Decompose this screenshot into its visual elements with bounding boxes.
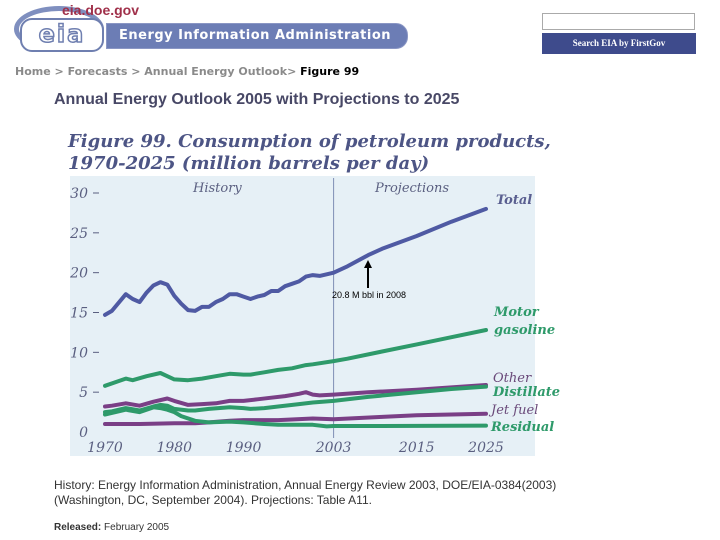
region-history: History — [192, 181, 242, 196]
x-tick-label: 1980 — [156, 440, 192, 456]
label-gasoline: gasoline — [494, 323, 555, 338]
breadcrumb-forecasts[interactable]: Forecasts — [67, 65, 128, 78]
released-label: Released: — [54, 522, 102, 533]
breadcrumb: Home > Forecasts > Annual Energy Outlook… — [15, 65, 360, 78]
x-tick-label: 1970 — [87, 440, 123, 456]
search-button[interactable]: Search EIA by FirstGov — [542, 33, 696, 54]
label-residual: Residual — [490, 420, 554, 435]
site-domain[interactable]: eia.doe.gov — [62, 2, 140, 18]
x-tick-label: 2015 — [398, 440, 435, 456]
y-tick-label: 10 — [70, 345, 88, 361]
annotation-text: 20.8 M bbl in 2008 — [332, 290, 406, 300]
series-line-total — [103, 206, 488, 317]
series-line-motor-gasoline — [103, 328, 488, 388]
figure-title-line2: 1970-2025 (million barrels per day) — [68, 153, 430, 174]
breadcrumb-current: Figure 99 — [300, 65, 360, 78]
search-input[interactable] — [542, 13, 695, 30]
x-tick-label: 1990 — [226, 440, 262, 456]
y-tick-label: 0 — [79, 425, 88, 441]
breadcrumb-aeo[interactable]: Annual Energy Outlook — [144, 65, 288, 78]
agency-name: Energy Information Administration — [119, 28, 392, 43]
y-tick-label: 30 — [70, 186, 88, 202]
series-line-other — [103, 383, 488, 409]
released-value: February 2005 — [104, 522, 170, 533]
series-line-jet-fuel — [103, 411, 488, 426]
x-tick-label: 2003 — [315, 440, 352, 456]
label-other: Other — [493, 371, 532, 386]
page-title: Annual Energy Outlook 2005 with Projecti… — [54, 91, 460, 108]
figure-title: Figure 99. Consumption of petroleum prod… — [68, 131, 551, 175]
region-projections: Projections — [374, 181, 449, 196]
eia-logo-text: eia — [20, 18, 104, 52]
label-distillate: Distillate — [492, 385, 560, 400]
y-tick-label: 5 — [79, 385, 88, 401]
source-note: History: Energy Information Administrati… — [54, 478, 557, 507]
y-tick-label: 20 — [69, 266, 88, 282]
y-tick-label: 25 — [69, 226, 88, 242]
y-tick-label: 15 — [70, 306, 88, 322]
released-date: Released: February 2005 — [54, 522, 169, 533]
label-jet-fuel: Jet fuel — [488, 403, 538, 418]
agency-banner[interactable]: Energy Information Administration — [106, 23, 408, 49]
annotation-arrowhead — [364, 260, 372, 268]
label-motor: Motor — [493, 305, 540, 320]
label-total: Total — [496, 193, 532, 208]
series-line-residual — [103, 405, 488, 429]
breadcrumb-home[interactable]: Home — [15, 65, 51, 78]
x-tick-label: 2025 — [467, 440, 504, 456]
figure-title-line1: Figure 99. Consumption of petroleum prod… — [68, 131, 551, 152]
